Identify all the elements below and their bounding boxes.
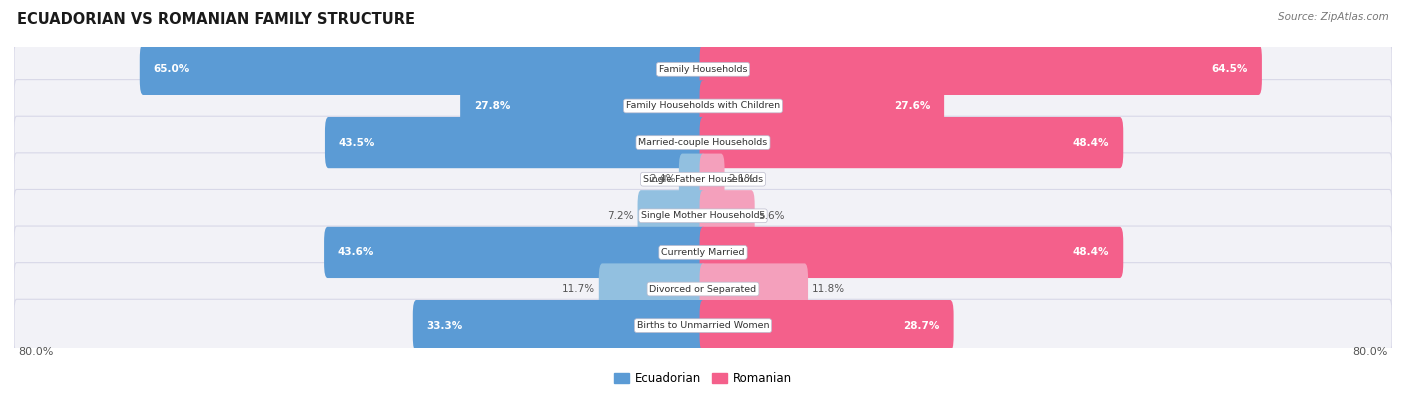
FancyBboxPatch shape: [700, 44, 1263, 95]
Text: 33.3%: 33.3%: [426, 321, 463, 331]
Text: ECUADORIAN VS ROMANIAN FAMILY STRUCTURE: ECUADORIAN VS ROMANIAN FAMILY STRUCTURE: [17, 12, 415, 27]
Text: Family Households with Children: Family Households with Children: [626, 102, 780, 111]
Text: 11.8%: 11.8%: [811, 284, 845, 294]
FancyBboxPatch shape: [700, 263, 808, 315]
FancyBboxPatch shape: [700, 80, 945, 132]
Text: Births to Unmarried Women: Births to Unmarried Women: [637, 321, 769, 330]
Text: 2.4%: 2.4%: [650, 174, 675, 184]
Text: 11.7%: 11.7%: [562, 284, 595, 294]
FancyBboxPatch shape: [679, 154, 706, 205]
Text: 27.6%: 27.6%: [894, 101, 931, 111]
Text: 80.0%: 80.0%: [18, 347, 53, 357]
Text: 43.6%: 43.6%: [337, 247, 374, 258]
Legend: Ecuadorian, Romanian: Ecuadorian, Romanian: [610, 367, 796, 390]
Text: 7.2%: 7.2%: [607, 211, 634, 221]
Text: 2.1%: 2.1%: [728, 174, 755, 184]
FancyBboxPatch shape: [14, 190, 1392, 242]
Text: Single Mother Households: Single Mother Households: [641, 211, 765, 220]
FancyBboxPatch shape: [139, 44, 706, 95]
FancyBboxPatch shape: [700, 227, 1123, 278]
Text: Single Father Households: Single Father Households: [643, 175, 763, 184]
FancyBboxPatch shape: [14, 80, 1392, 132]
FancyBboxPatch shape: [599, 263, 706, 315]
FancyBboxPatch shape: [14, 226, 1392, 279]
FancyBboxPatch shape: [700, 117, 1123, 168]
Text: Currently Married: Currently Married: [661, 248, 745, 257]
FancyBboxPatch shape: [14, 116, 1392, 169]
Text: 48.4%: 48.4%: [1073, 137, 1109, 148]
Text: Source: ZipAtlas.com: Source: ZipAtlas.com: [1278, 12, 1389, 22]
FancyBboxPatch shape: [700, 190, 755, 241]
FancyBboxPatch shape: [413, 300, 706, 351]
FancyBboxPatch shape: [460, 80, 706, 132]
Text: Married-couple Households: Married-couple Households: [638, 138, 768, 147]
FancyBboxPatch shape: [14, 299, 1392, 352]
FancyBboxPatch shape: [323, 227, 706, 278]
FancyBboxPatch shape: [700, 154, 724, 205]
Text: 64.5%: 64.5%: [1212, 64, 1249, 74]
FancyBboxPatch shape: [14, 153, 1392, 205]
Text: 28.7%: 28.7%: [904, 321, 939, 331]
Text: 43.5%: 43.5%: [339, 137, 375, 148]
Text: Family Households: Family Households: [659, 65, 747, 74]
Text: 80.0%: 80.0%: [1353, 347, 1388, 357]
FancyBboxPatch shape: [325, 117, 706, 168]
Text: 5.6%: 5.6%: [758, 211, 785, 221]
Text: 65.0%: 65.0%: [153, 64, 190, 74]
FancyBboxPatch shape: [637, 190, 706, 241]
Text: 48.4%: 48.4%: [1073, 247, 1109, 258]
FancyBboxPatch shape: [14, 263, 1392, 315]
FancyBboxPatch shape: [700, 300, 953, 351]
Text: 27.8%: 27.8%: [474, 101, 510, 111]
FancyBboxPatch shape: [14, 43, 1392, 96]
Text: Divorced or Separated: Divorced or Separated: [650, 284, 756, 293]
